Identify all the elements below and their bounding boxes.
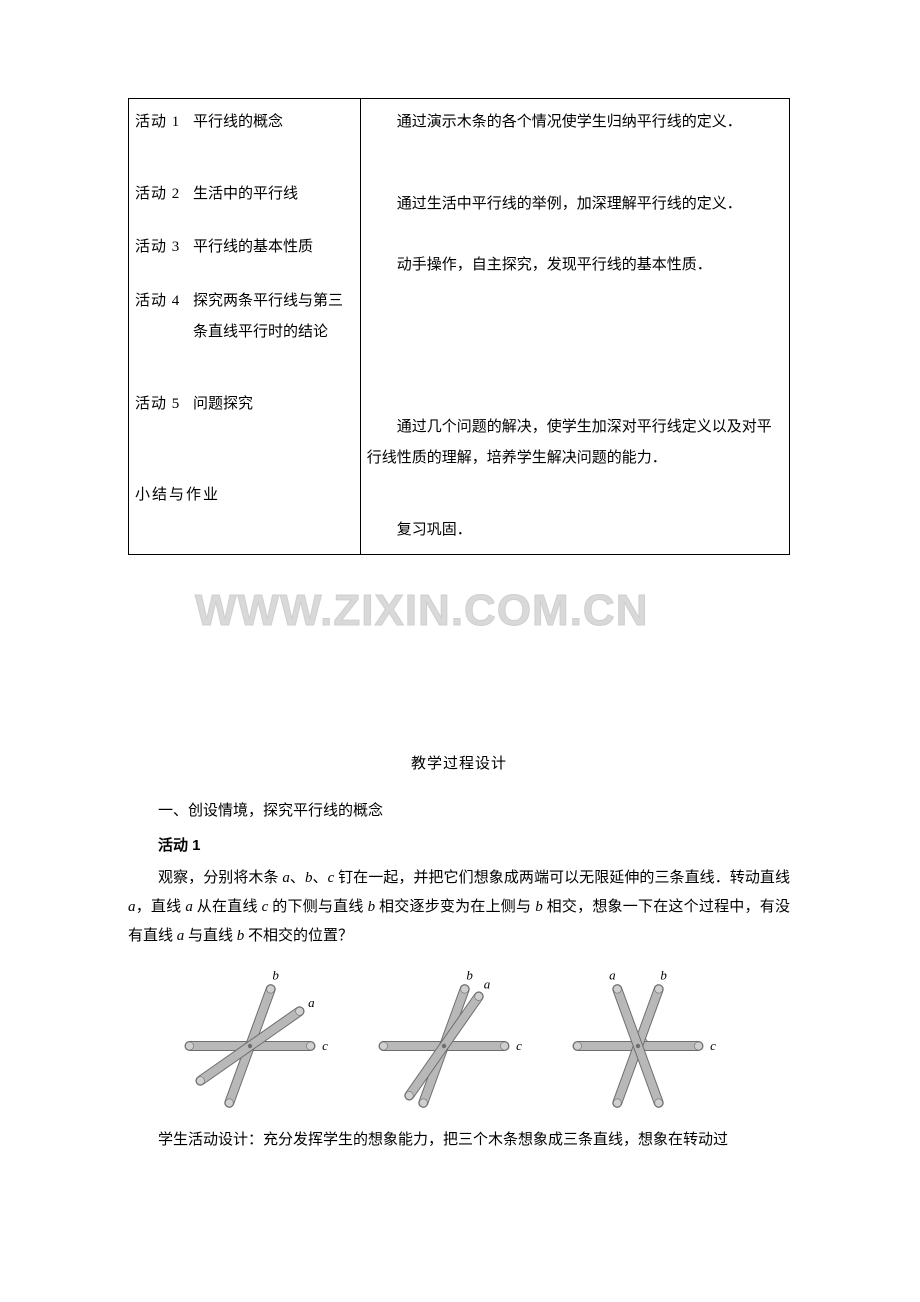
- activity-text: 探究两条平行线与第三条直线平行时的结论: [193, 286, 354, 349]
- activity-text: 生活中的平行线: [193, 179, 354, 211]
- activity-text: 问题探究: [193, 389, 354, 421]
- activity-label: 活动 3: [135, 232, 193, 264]
- right-para: 通过几个问题的解决，使学生加深对平行线定义以及对平行线性质的理解，培养学生解决问…: [367, 412, 783, 475]
- activity-label: 活动 1: [135, 107, 193, 139]
- svg-text:a: a: [609, 967, 616, 982]
- activity-row: 活动 1 平行线的概念: [135, 107, 354, 139]
- right-para: 通过演示木条的各个情况使学生归纳平行线的定义．: [367, 107, 783, 139]
- body-paragraph: 观察，分别将木条 a、b、c 钉在一起，并把它们想象成两端可以无限延伸的三条直线…: [128, 864, 790, 952]
- activity-heading: 活动 1: [128, 831, 790, 860]
- summary-row: 小结与作业: [135, 480, 354, 512]
- right-para: 动手操作，自主探究，发现平行线的基本性质．: [367, 250, 783, 282]
- activity-row: 活动 4 探究两条平行线与第三条直线平行时的结论: [135, 286, 354, 349]
- svg-text:a: a: [484, 976, 491, 991]
- activity-row: 活动 3 平行线的基本性质: [135, 232, 354, 264]
- content-area: 教学过程设计 一、创设情境，探究平行线的概念 活动 1 观察，分别将木条 a、b…: [128, 750, 790, 1155]
- activity-label: 活动 2: [135, 179, 193, 211]
- svg-text:b: b: [660, 967, 667, 982]
- activity-text: 平行线的基本性质: [193, 232, 354, 264]
- sticks-figure-2: c ba: [374, 966, 544, 1116]
- activity-label: 活动 5: [135, 389, 193, 421]
- activity-row: 活动 5 问题探究: [135, 389, 354, 421]
- svg-text:a: a: [308, 994, 315, 1009]
- svg-text:c: c: [516, 1038, 522, 1053]
- svg-text:c: c: [322, 1038, 328, 1053]
- sub-heading: 一、创设情境，探究平行线的概念: [128, 797, 790, 826]
- table-left-cell: 活动 1 平行线的概念 活动 2 生活中的平行线 活动 3 平行线的基本性质 活…: [129, 99, 361, 555]
- right-para: 复习巩固．: [367, 515, 783, 547]
- footer-paragraph: 学生活动设计：充分发挥学生的想象能力，把三个木条想象成三条直线，想象在转动过: [128, 1126, 790, 1155]
- activity-row: 活动 2 生活中的平行线: [135, 179, 354, 211]
- sticks-figure-3: c b a: [568, 966, 738, 1116]
- svg-text:b: b: [272, 967, 279, 982]
- sticks-figure-1: c b a: [180, 966, 350, 1116]
- svg-text:c: c: [710, 1038, 716, 1053]
- figure-row: cba cba cba: [128, 966, 790, 1116]
- activity-text: 平行线的概念: [193, 107, 354, 139]
- activity-label: 活动 4: [135, 286, 193, 349]
- svg-text:b: b: [466, 967, 473, 982]
- watermark-text: WWW.ZIXIN.COM.CN: [195, 586, 649, 636]
- activity-table: 活动 1 平行线的概念 活动 2 生活中的平行线 活动 3 平行线的基本性质 活…: [128, 98, 790, 555]
- right-para: 通过生活中平行线的举例，加深理解平行线的定义．: [367, 189, 783, 221]
- summary-text: 小结与作业: [135, 480, 220, 512]
- table-right-cell: 通过演示木条的各个情况使学生归纳平行线的定义． 通过生活中平行线的举例，加深理解…: [360, 99, 789, 555]
- section-title: 教学过程设计: [128, 750, 790, 779]
